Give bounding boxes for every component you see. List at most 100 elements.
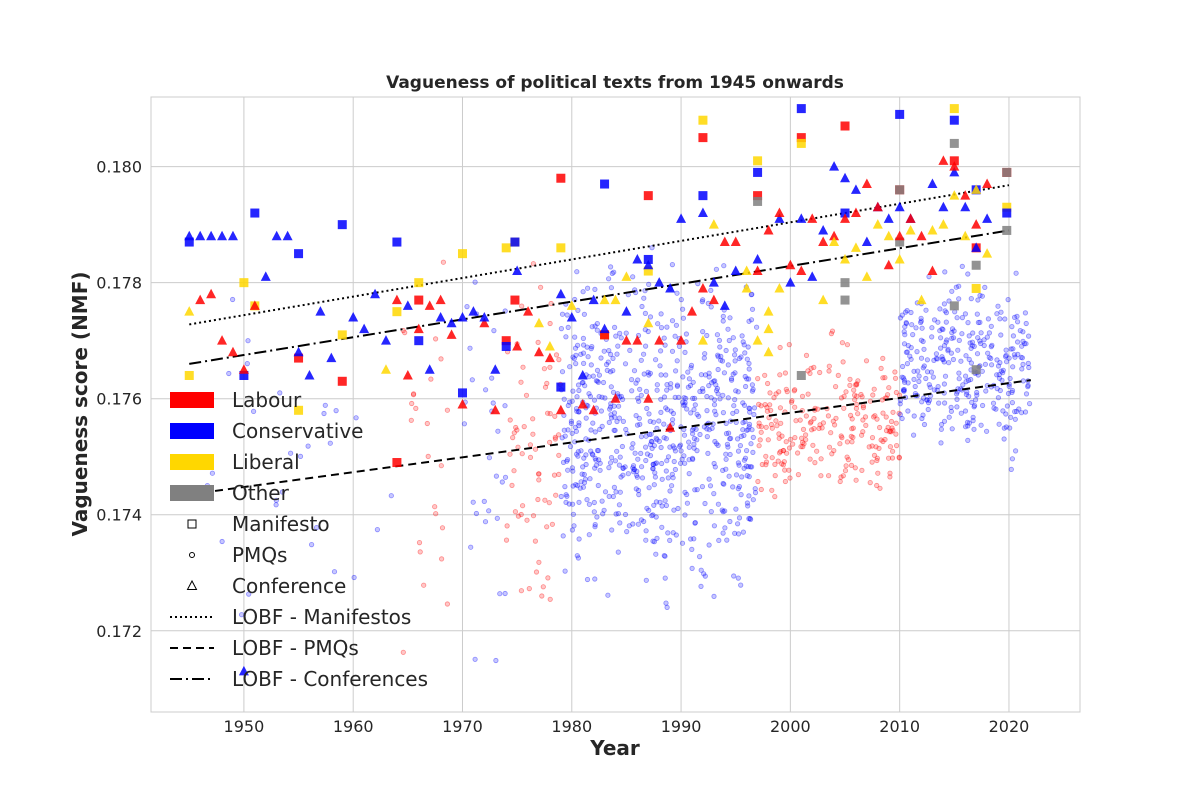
pmq-point bbox=[773, 418, 779, 424]
pmq-point bbox=[918, 355, 925, 361]
conference-point bbox=[861, 236, 872, 247]
pmq-point bbox=[731, 352, 738, 358]
pmq-point bbox=[607, 406, 613, 412]
pmq-point bbox=[958, 410, 964, 416]
pmq-point bbox=[838, 433, 844, 439]
pmq-point bbox=[530, 416, 536, 422]
pmq-point bbox=[672, 448, 679, 454]
pmq-point bbox=[616, 462, 623, 468]
pmq-point bbox=[713, 441, 720, 447]
pmq-point bbox=[706, 427, 712, 433]
pmq-point bbox=[743, 447, 750, 454]
pmq-point bbox=[635, 395, 641, 401]
pmq-point bbox=[924, 397, 930, 403]
pmq-point bbox=[544, 380, 550, 386]
pmq-point bbox=[996, 421, 1002, 427]
pmq-point bbox=[536, 477, 542, 483]
pmq-point bbox=[749, 291, 755, 297]
conference-point bbox=[566, 300, 577, 310]
pmq-point bbox=[297, 453, 304, 459]
pmq-point bbox=[993, 406, 999, 412]
pmq-point bbox=[768, 407, 774, 413]
pmq-point bbox=[965, 423, 971, 429]
pmq-point bbox=[610, 493, 616, 500]
pmq-point bbox=[831, 447, 837, 454]
pmq-point bbox=[668, 381, 674, 387]
pmq-point bbox=[748, 291, 754, 298]
pmq-point bbox=[570, 468, 576, 474]
pmq-point bbox=[723, 451, 729, 457]
pmq-point bbox=[918, 315, 924, 321]
pmq-point bbox=[986, 354, 992, 360]
pmq-point bbox=[880, 355, 886, 361]
pmq-point bbox=[1019, 343, 1025, 349]
pmq-point bbox=[630, 465, 636, 471]
pmq-point bbox=[576, 499, 582, 505]
pmq-point bbox=[607, 460, 614, 466]
pmq-point bbox=[654, 382, 660, 388]
pmq-point bbox=[919, 415, 925, 422]
pmq-point bbox=[619, 443, 626, 450]
pmq-point bbox=[720, 467, 726, 473]
pmq-point bbox=[882, 374, 888, 381]
pmq-point bbox=[575, 307, 581, 313]
pmq-point bbox=[667, 444, 673, 450]
pmq-point bbox=[725, 444, 731, 450]
y-tick-label: 0.176 bbox=[96, 390, 142, 409]
pmq-point bbox=[556, 471, 562, 477]
pmq-point bbox=[787, 436, 794, 442]
conference-point bbox=[468, 306, 479, 316]
pmq-point bbox=[733, 472, 740, 478]
pmq-point bbox=[793, 418, 799, 424]
pmq-point bbox=[986, 330, 993, 336]
pmq-point bbox=[720, 508, 726, 515]
pmq-point bbox=[887, 474, 893, 480]
pmq-point bbox=[677, 442, 684, 448]
conference-point bbox=[708, 277, 719, 287]
pmq-point bbox=[1007, 425, 1013, 431]
pmq-point bbox=[968, 295, 974, 302]
pmq-point bbox=[564, 312, 570, 318]
pmq-point bbox=[688, 410, 694, 416]
conference-point bbox=[763, 306, 774, 316]
conference-point bbox=[621, 271, 632, 281]
manifesto-point bbox=[501, 341, 511, 351]
pmq-point bbox=[723, 466, 729, 472]
pmq-point bbox=[899, 363, 906, 370]
pmq-point bbox=[735, 389, 741, 395]
pmq-point bbox=[514, 427, 520, 433]
pmq-point bbox=[896, 454, 902, 460]
pmq-point bbox=[652, 470, 658, 476]
pmq-point bbox=[792, 387, 798, 393]
pmq-point bbox=[518, 379, 524, 385]
pmq-point bbox=[245, 338, 251, 344]
pmq-point bbox=[674, 382, 681, 388]
pmq-point bbox=[736, 355, 743, 362]
manifesto-point bbox=[840, 295, 850, 305]
pmq-point bbox=[843, 389, 849, 395]
conference-point bbox=[927, 224, 938, 235]
pmq-point bbox=[956, 376, 962, 382]
pmq-point bbox=[874, 455, 880, 461]
pmq-point bbox=[715, 352, 721, 358]
pmq-point bbox=[701, 424, 708, 430]
pmq-point bbox=[532, 446, 539, 452]
manifesto-point bbox=[414, 336, 424, 346]
pmq-point bbox=[926, 397, 933, 403]
pmq-point bbox=[924, 369, 931, 375]
pmq-point bbox=[564, 456, 571, 463]
pmq-point bbox=[889, 448, 896, 454]
manifesto-point bbox=[840, 121, 850, 131]
legend-swatch bbox=[186, 579, 198, 590]
pmq-point bbox=[981, 342, 987, 349]
pmq-point bbox=[782, 478, 789, 485]
conference-point bbox=[829, 230, 840, 241]
pmq-point bbox=[616, 415, 623, 421]
pmq-point bbox=[512, 509, 519, 515]
pmq-point bbox=[744, 500, 751, 506]
pmq-point bbox=[702, 351, 708, 357]
pmq-point bbox=[209, 470, 215, 476]
pmq-point bbox=[920, 395, 927, 401]
pmq-point bbox=[870, 392, 876, 398]
conference-point bbox=[872, 219, 883, 229]
